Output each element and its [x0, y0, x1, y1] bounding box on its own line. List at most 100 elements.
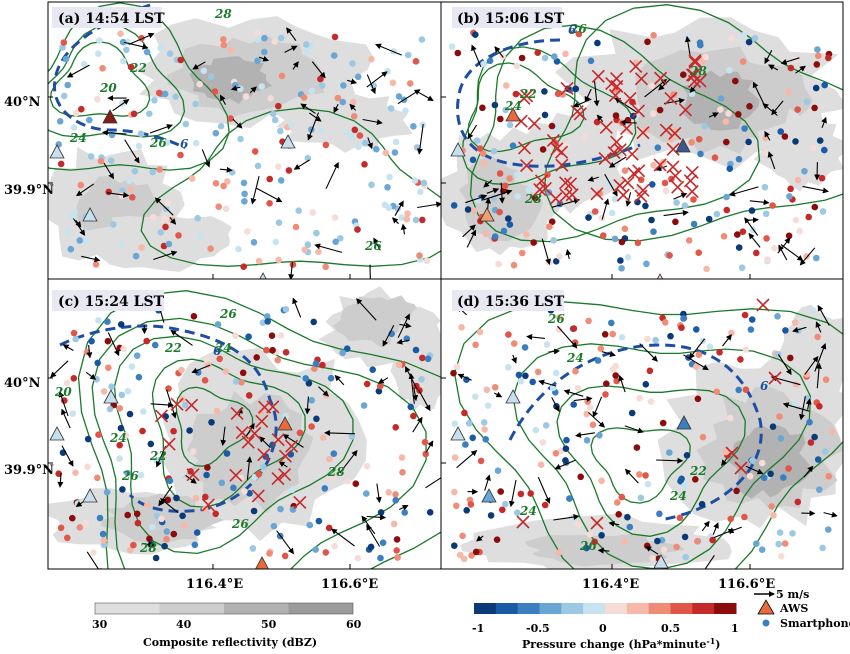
smartphone-point	[80, 61, 88, 68]
wind-vector	[466, 229, 476, 248]
cross-marker	[235, 426, 249, 440]
smartphone-point	[688, 139, 695, 146]
cross-marker	[599, 120, 613, 134]
smartphone-point	[178, 366, 185, 374]
smartphone-point	[469, 156, 477, 164]
cross-marker	[555, 158, 569, 172]
wind-vector	[412, 387, 419, 402]
smartphone-point	[626, 523, 634, 531]
smartphone-point	[624, 253, 632, 261]
wind-vector	[748, 232, 761, 248]
smartphone-point	[656, 510, 663, 518]
wind-vector	[418, 389, 431, 412]
cross-marker	[154, 409, 169, 423]
smartphone-point	[106, 405, 114, 413]
reflectivity-area	[726, 425, 813, 499]
wind-vector	[645, 546, 659, 555]
smartphone-point	[728, 34, 735, 42]
smartphone-point	[264, 318, 272, 325]
smartphone-point	[709, 536, 716, 544]
legend-aws-label: AWS	[779, 602, 808, 615]
smartphone-point	[739, 228, 747, 235]
smartphone-point	[277, 505, 284, 513]
smartphone-point	[825, 54, 832, 62]
smartphone-point	[266, 550, 273, 557]
smartphone-point	[811, 104, 818, 112]
smartphone-point	[194, 214, 201, 222]
wind-vector	[219, 166, 233, 173]
smartphone-point	[204, 464, 211, 471]
smartphone-point	[410, 123, 417, 130]
smartphone-point	[643, 260, 650, 268]
smartphone-point	[254, 162, 262, 170]
smartphone-point	[648, 82, 656, 90]
smartphone-point	[791, 319, 799, 326]
smartphone-point	[476, 145, 484, 152]
wind-vector	[553, 514, 580, 521]
smartphone-point	[809, 144, 817, 152]
panel-titles: (a) 14:54 LST (b) 15:06 LST (c) 15:24 LS…	[52, 7, 565, 311]
smartphone-point	[315, 517, 323, 525]
panel-a-title: (a) 14:54 LST	[58, 11, 165, 27]
cross-marker	[546, 133, 560, 148]
smartphone-point	[179, 512, 186, 520]
smartphone-point	[404, 51, 412, 59]
smartphone-point	[267, 95, 275, 102]
smartphone-point	[554, 125, 562, 132]
smartphone-point	[351, 126, 359, 134]
smartphone-point	[295, 207, 303, 214]
smartphone-point	[72, 469, 79, 477]
smartphone-point	[525, 186, 533, 194]
smartphone-point	[166, 477, 174, 485]
smartphone-point	[577, 473, 584, 481]
smartphone-point	[212, 510, 219, 518]
smartphone-point	[275, 163, 282, 170]
smartphone-point	[530, 239, 537, 246]
smartphone-point	[735, 111, 742, 118]
smartphone-point	[662, 319, 669, 326]
smartphone-point	[214, 321, 222, 328]
smartphone-point	[368, 181, 375, 189]
smartphone-point	[143, 337, 150, 345]
smartphone-point	[563, 436, 570, 444]
smartphone-point	[777, 435, 785, 442]
smartphone-point	[681, 482, 688, 489]
smartphone-point	[454, 49, 462, 57]
smartphone-point	[381, 201, 389, 209]
smartphone-point	[149, 523, 156, 531]
smartphone-point	[192, 139, 200, 147]
smartphone-point	[697, 150, 704, 158]
smartphone-point	[725, 110, 732, 117]
smartphone-point	[741, 125, 748, 132]
smartphone-point	[155, 89, 163, 97]
aws-triangle	[481, 488, 497, 503]
smartphone-point	[596, 432, 603, 439]
smartphone-point	[463, 376, 470, 384]
smartphone-point	[767, 470, 774, 478]
smartphone-point	[309, 209, 317, 216]
smartphone-point	[126, 410, 134, 418]
smartphone-point	[562, 50, 569, 58]
smartphone-point	[212, 180, 220, 187]
smartphone-point	[312, 360, 320, 368]
smartphone-point	[55, 470, 62, 478]
smartphone-point	[667, 332, 674, 340]
smartphone-point	[602, 391, 609, 398]
smartphone-point	[723, 206, 731, 214]
smartphone-point	[792, 138, 799, 145]
smartphone-point	[598, 532, 605, 539]
smartphone-point	[787, 185, 794, 193]
smartphone-point	[735, 155, 743, 163]
wind-vector	[324, 429, 356, 436]
smartphone-point	[92, 261, 100, 268]
wind-vector	[399, 322, 412, 329]
smartphone-point	[135, 142, 143, 150]
wind-vector	[417, 201, 441, 209]
smartphone-point	[190, 448, 197, 455]
smartphone-point	[223, 450, 231, 457]
smartphone-point	[288, 486, 296, 494]
cross-marker	[756, 298, 770, 312]
smartphone-point	[706, 343, 714, 351]
smartphone-point	[747, 326, 755, 333]
